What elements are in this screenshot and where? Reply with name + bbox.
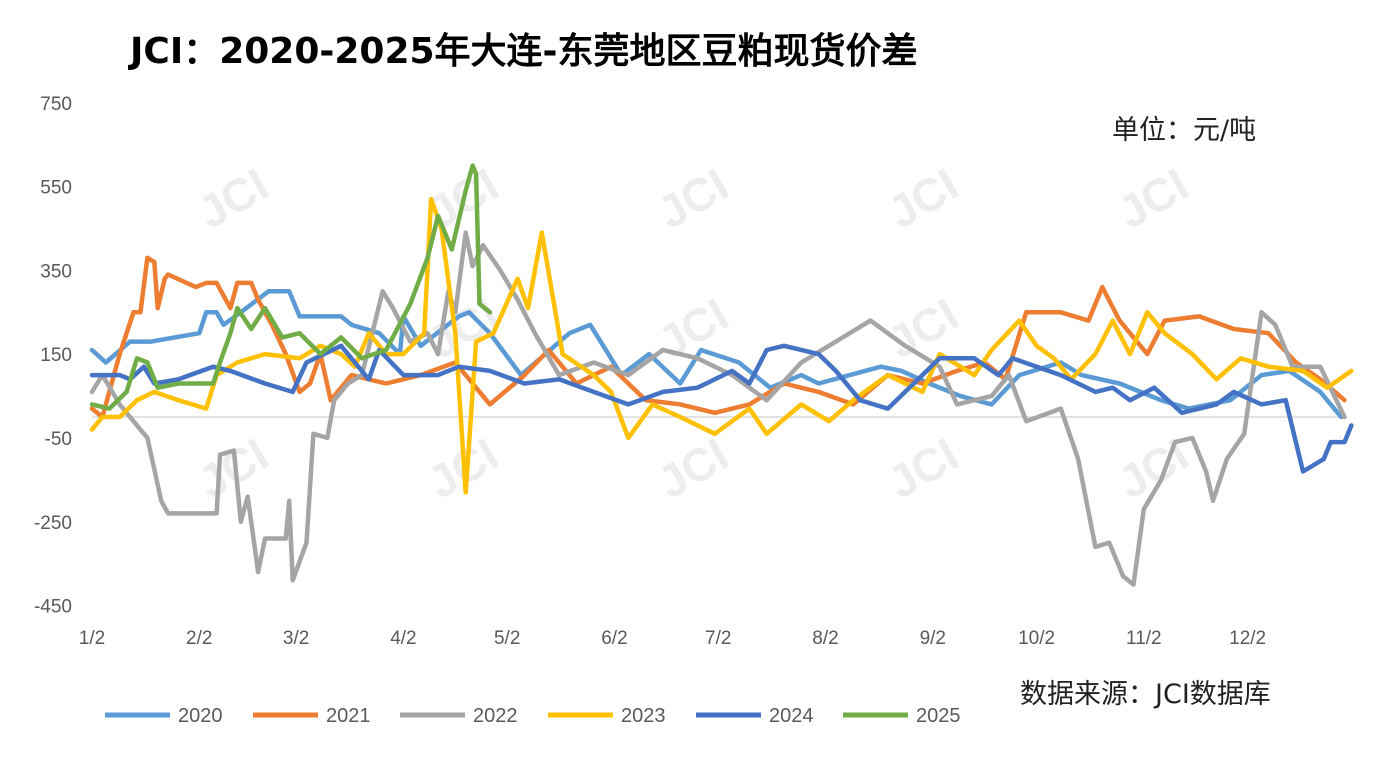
y-tick-label: -450 xyxy=(34,597,72,618)
x-tick-label: 5/2 xyxy=(494,628,520,649)
watermark-logo: JCI xyxy=(1109,158,1197,239)
y-tick-label: 350 xyxy=(40,261,72,282)
watermark-logo: JCI xyxy=(189,428,277,509)
watermark-logo: JCI xyxy=(189,158,277,239)
x-tick-label: 7/2 xyxy=(705,628,731,649)
x-tick-label: 12/2 xyxy=(1229,628,1266,649)
source-label: 数据来源：JCI数据库 xyxy=(1020,679,1271,710)
legend-label: 2021 xyxy=(326,705,371,727)
series-line-2022 xyxy=(89,230,1347,587)
x-tick-label: 11/2 xyxy=(1126,628,1162,649)
x-tick-label: 3/2 xyxy=(283,628,309,649)
legend-label: 2020 xyxy=(178,705,223,727)
chart-title: JCI：2020-2025年大连-东莞地区豆粕现货价差 xyxy=(130,31,918,72)
legend-label: 2023 xyxy=(621,705,666,727)
legend-item-2020: 2020 xyxy=(105,705,223,727)
watermark-logo: JCI xyxy=(879,158,967,239)
series-line-2025 xyxy=(89,163,493,411)
unit-label: 单位：元/吨 xyxy=(1112,115,1257,146)
legend-item-2024: 2024 xyxy=(696,705,814,727)
legend-item-2021: 2021 xyxy=(253,705,371,727)
x-tick-label: 10/2 xyxy=(1018,628,1055,649)
y-tick-label: -50 xyxy=(45,429,72,450)
x-tick-label: 8/2 xyxy=(812,628,838,649)
legend-label: 2022 xyxy=(473,705,518,727)
legend-item-2025: 2025 xyxy=(843,705,961,727)
x-tick-label: 4/2 xyxy=(390,628,416,649)
legend-label: 2024 xyxy=(769,705,814,727)
legend-item-2023: 2023 xyxy=(548,705,666,727)
y-tick-label: 150 xyxy=(40,345,72,366)
y-tick-label: -250 xyxy=(34,513,72,534)
y-tick-label: 750 xyxy=(40,94,72,115)
watermark-logo: JCI xyxy=(649,158,737,239)
watermark-logo: JCI xyxy=(649,428,737,509)
x-tick-label: 9/2 xyxy=(920,628,946,649)
series-line-2024 xyxy=(89,343,1354,474)
y-tick-label: 550 xyxy=(40,178,72,199)
watermark-logo: JCI xyxy=(879,428,967,509)
x-tick-label: 2/2 xyxy=(186,628,212,649)
series-line-2021 xyxy=(89,255,1347,420)
x-tick-label: 1/2 xyxy=(79,628,105,649)
legend-item-2022: 2022 xyxy=(400,705,518,727)
x-tick-label: 6/2 xyxy=(601,628,627,649)
series-line-2023 xyxy=(89,196,1354,495)
legend-label: 2025 xyxy=(916,705,961,727)
